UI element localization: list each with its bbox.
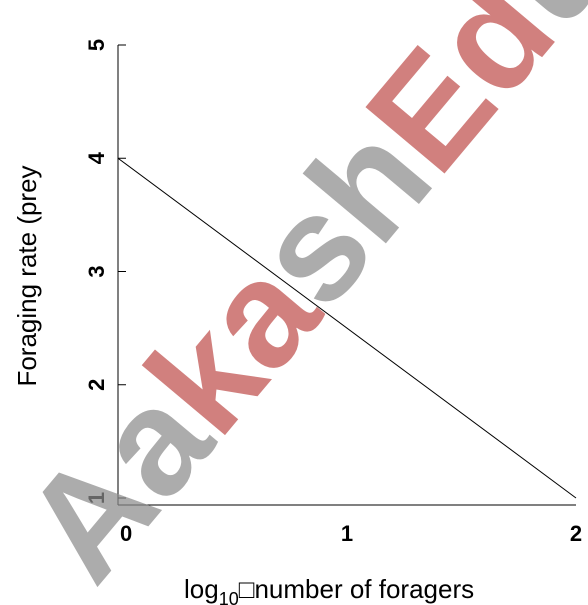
series-group bbox=[117, 157, 577, 499]
x-axis-title-subscript: 10 bbox=[219, 589, 239, 605]
x-tick-label-2: 2 bbox=[570, 521, 582, 546]
y-tick-group: 1 2 3 4 5 bbox=[84, 39, 126, 504]
y-tick-label-5: 5 bbox=[84, 39, 109, 51]
y-tick-label-4: 4 bbox=[84, 151, 109, 164]
y-tick-label-2: 2 bbox=[84, 379, 109, 391]
x-axis-title-prefix: log bbox=[184, 574, 219, 604]
x-tick-label-1: 1 bbox=[341, 521, 353, 546]
x-axis-title: log10□number of foragers bbox=[184, 574, 474, 605]
y-axis-title: Foraging rate (prey bbox=[12, 165, 42, 386]
x-axis-title-rest: number of foragers bbox=[254, 574, 474, 604]
x-axis-title-glyph: □ bbox=[239, 574, 255, 604]
y-tick-label-3: 3 bbox=[84, 265, 109, 277]
y-tick-label-1: 1 bbox=[84, 492, 109, 504]
x-tick-label-0: 0 bbox=[120, 521, 132, 546]
series-line-0 bbox=[117, 157, 577, 499]
x-tick-group: 0 1 2 bbox=[120, 521, 582, 546]
